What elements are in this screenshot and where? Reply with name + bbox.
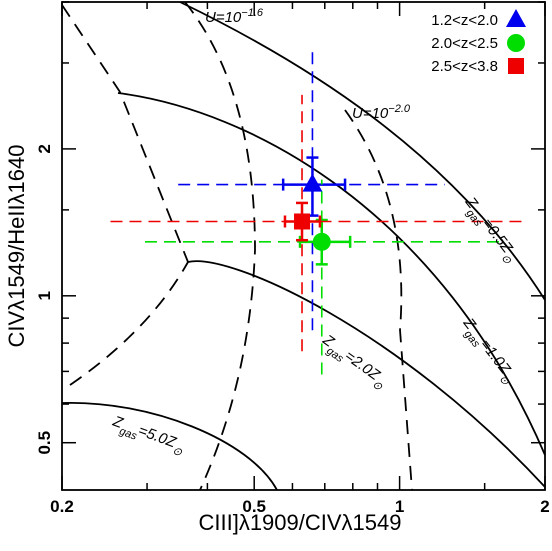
x-tick-label: 2	[540, 497, 549, 516]
x-tick-label: 1	[395, 497, 404, 516]
marker	[508, 58, 524, 74]
annotation-part: =5.0Z	[136, 422, 179, 452]
marker	[507, 34, 525, 52]
legend-label: 1.2<z<2.0	[431, 12, 498, 29]
annotation: Zgas=0.5Z⊙	[457, 193, 522, 267]
model-grid	[61, 1, 546, 491]
x-tick-label: 0.2	[50, 497, 74, 516]
annotation: Zgas=2.0Z⊙	[316, 331, 391, 394]
annotation-part: ⊙	[498, 252, 514, 267]
y-axis-label: CIVλ1549/HeIIλ1640	[4, 144, 29, 347]
annotation-part: gas	[118, 425, 139, 443]
annotation-part: −2.0	[388, 103, 411, 115]
y-tick-label: 0.5	[35, 431, 54, 455]
x-tick-label: 0.5	[242, 497, 266, 516]
marker	[294, 213, 311, 230]
x-axis-label: CIII]λ1909/CIVλ1549	[198, 510, 401, 535]
annotation-part: ⊙	[496, 373, 512, 388]
y-tick-label: 2	[35, 144, 54, 153]
annotation-part: =1.0Z	[476, 336, 514, 378]
annotation: Zgas=1.0Z⊙	[455, 314, 520, 388]
marker	[506, 9, 526, 27]
y-tick-label: 1	[35, 291, 54, 300]
frame	[61, 1, 546, 491]
legend-label: 2.0<z<2.5	[431, 35, 498, 52]
legend-label: 2.5<z<3.8	[431, 58, 498, 75]
annotation-part: −1.6	[241, 7, 264, 19]
annotation-part: U=10	[205, 9, 242, 26]
annotation: U=10−2.0	[352, 103, 411, 122]
annotation: U=10−1.6	[205, 7, 264, 26]
marker	[312, 232, 331, 251]
marker	[302, 173, 323, 192]
annotation-part: U=10	[352, 105, 389, 122]
